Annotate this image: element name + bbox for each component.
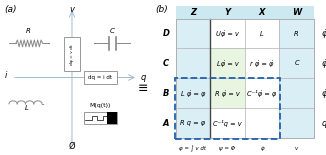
- Text: φ̇: φ̇: [322, 59, 326, 68]
- Text: M(q(t)): M(q(t)): [90, 103, 111, 108]
- Bar: [279, 19, 314, 138]
- Text: φ = ∫ v dt: φ = ∫ v dt: [179, 146, 206, 152]
- Text: Uφ̇ = v: Uφ̇ = v: [216, 30, 239, 37]
- Text: C: C: [294, 60, 299, 66]
- Text: Lφ̇ = v: Lφ̇ = v: [217, 60, 238, 67]
- Text: R: R: [294, 31, 299, 37]
- Text: Z: Z: [190, 8, 196, 17]
- Text: (a): (a): [5, 5, 17, 14]
- Text: φ̇: φ̇: [322, 29, 326, 38]
- Text: ψ = Φ: ψ = Φ: [219, 146, 236, 151]
- Text: L φ̇ = φ: L φ̇ = φ: [181, 90, 205, 97]
- Bar: [176, 19, 314, 138]
- Bar: [175, 78, 280, 139]
- Text: v: v: [69, 5, 74, 14]
- Text: q: q: [141, 73, 146, 82]
- Text: dφ = v dt: dφ = v dt: [70, 44, 74, 65]
- Text: W: W: [292, 8, 301, 17]
- Bar: [84, 112, 117, 124]
- Text: r φ̇ = φ̇: r φ̇ = φ̇: [250, 60, 274, 67]
- Text: R φ̇ = v: R φ̇ = v: [215, 90, 240, 97]
- Text: L: L: [260, 31, 264, 37]
- Text: R q = φ: R q = φ: [180, 120, 205, 126]
- Text: v: v: [295, 146, 298, 151]
- Text: C: C: [163, 59, 169, 68]
- Text: φ̇: φ̇: [260, 146, 264, 151]
- Bar: [210, 78, 245, 108]
- Text: ≡: ≡: [137, 82, 148, 95]
- Bar: [176, 6, 314, 19]
- Text: A: A: [163, 119, 170, 128]
- Bar: [64, 37, 80, 71]
- Text: L: L: [25, 105, 29, 111]
- Bar: [176, 19, 210, 138]
- Text: X: X: [259, 8, 265, 17]
- Text: Ø: Ø: [69, 141, 75, 150]
- Text: dq = i dt: dq = i dt: [88, 75, 112, 80]
- Bar: [107, 112, 117, 124]
- Text: q: q: [322, 119, 326, 128]
- Text: φ̇: φ̇: [322, 89, 326, 98]
- Text: Y: Y: [225, 8, 230, 17]
- Text: C⁻¹q = v: C⁻¹q = v: [213, 120, 242, 126]
- Text: D: D: [163, 29, 170, 38]
- Text: (b): (b): [155, 5, 168, 14]
- Text: B: B: [163, 89, 170, 98]
- Text: C: C: [110, 28, 115, 34]
- Bar: [84, 71, 117, 84]
- Text: C⁻¹φ̇ = φ: C⁻¹φ̇ = φ: [247, 90, 277, 97]
- Bar: [210, 48, 245, 78]
- Text: i: i: [5, 71, 7, 80]
- Text: R: R: [26, 28, 31, 34]
